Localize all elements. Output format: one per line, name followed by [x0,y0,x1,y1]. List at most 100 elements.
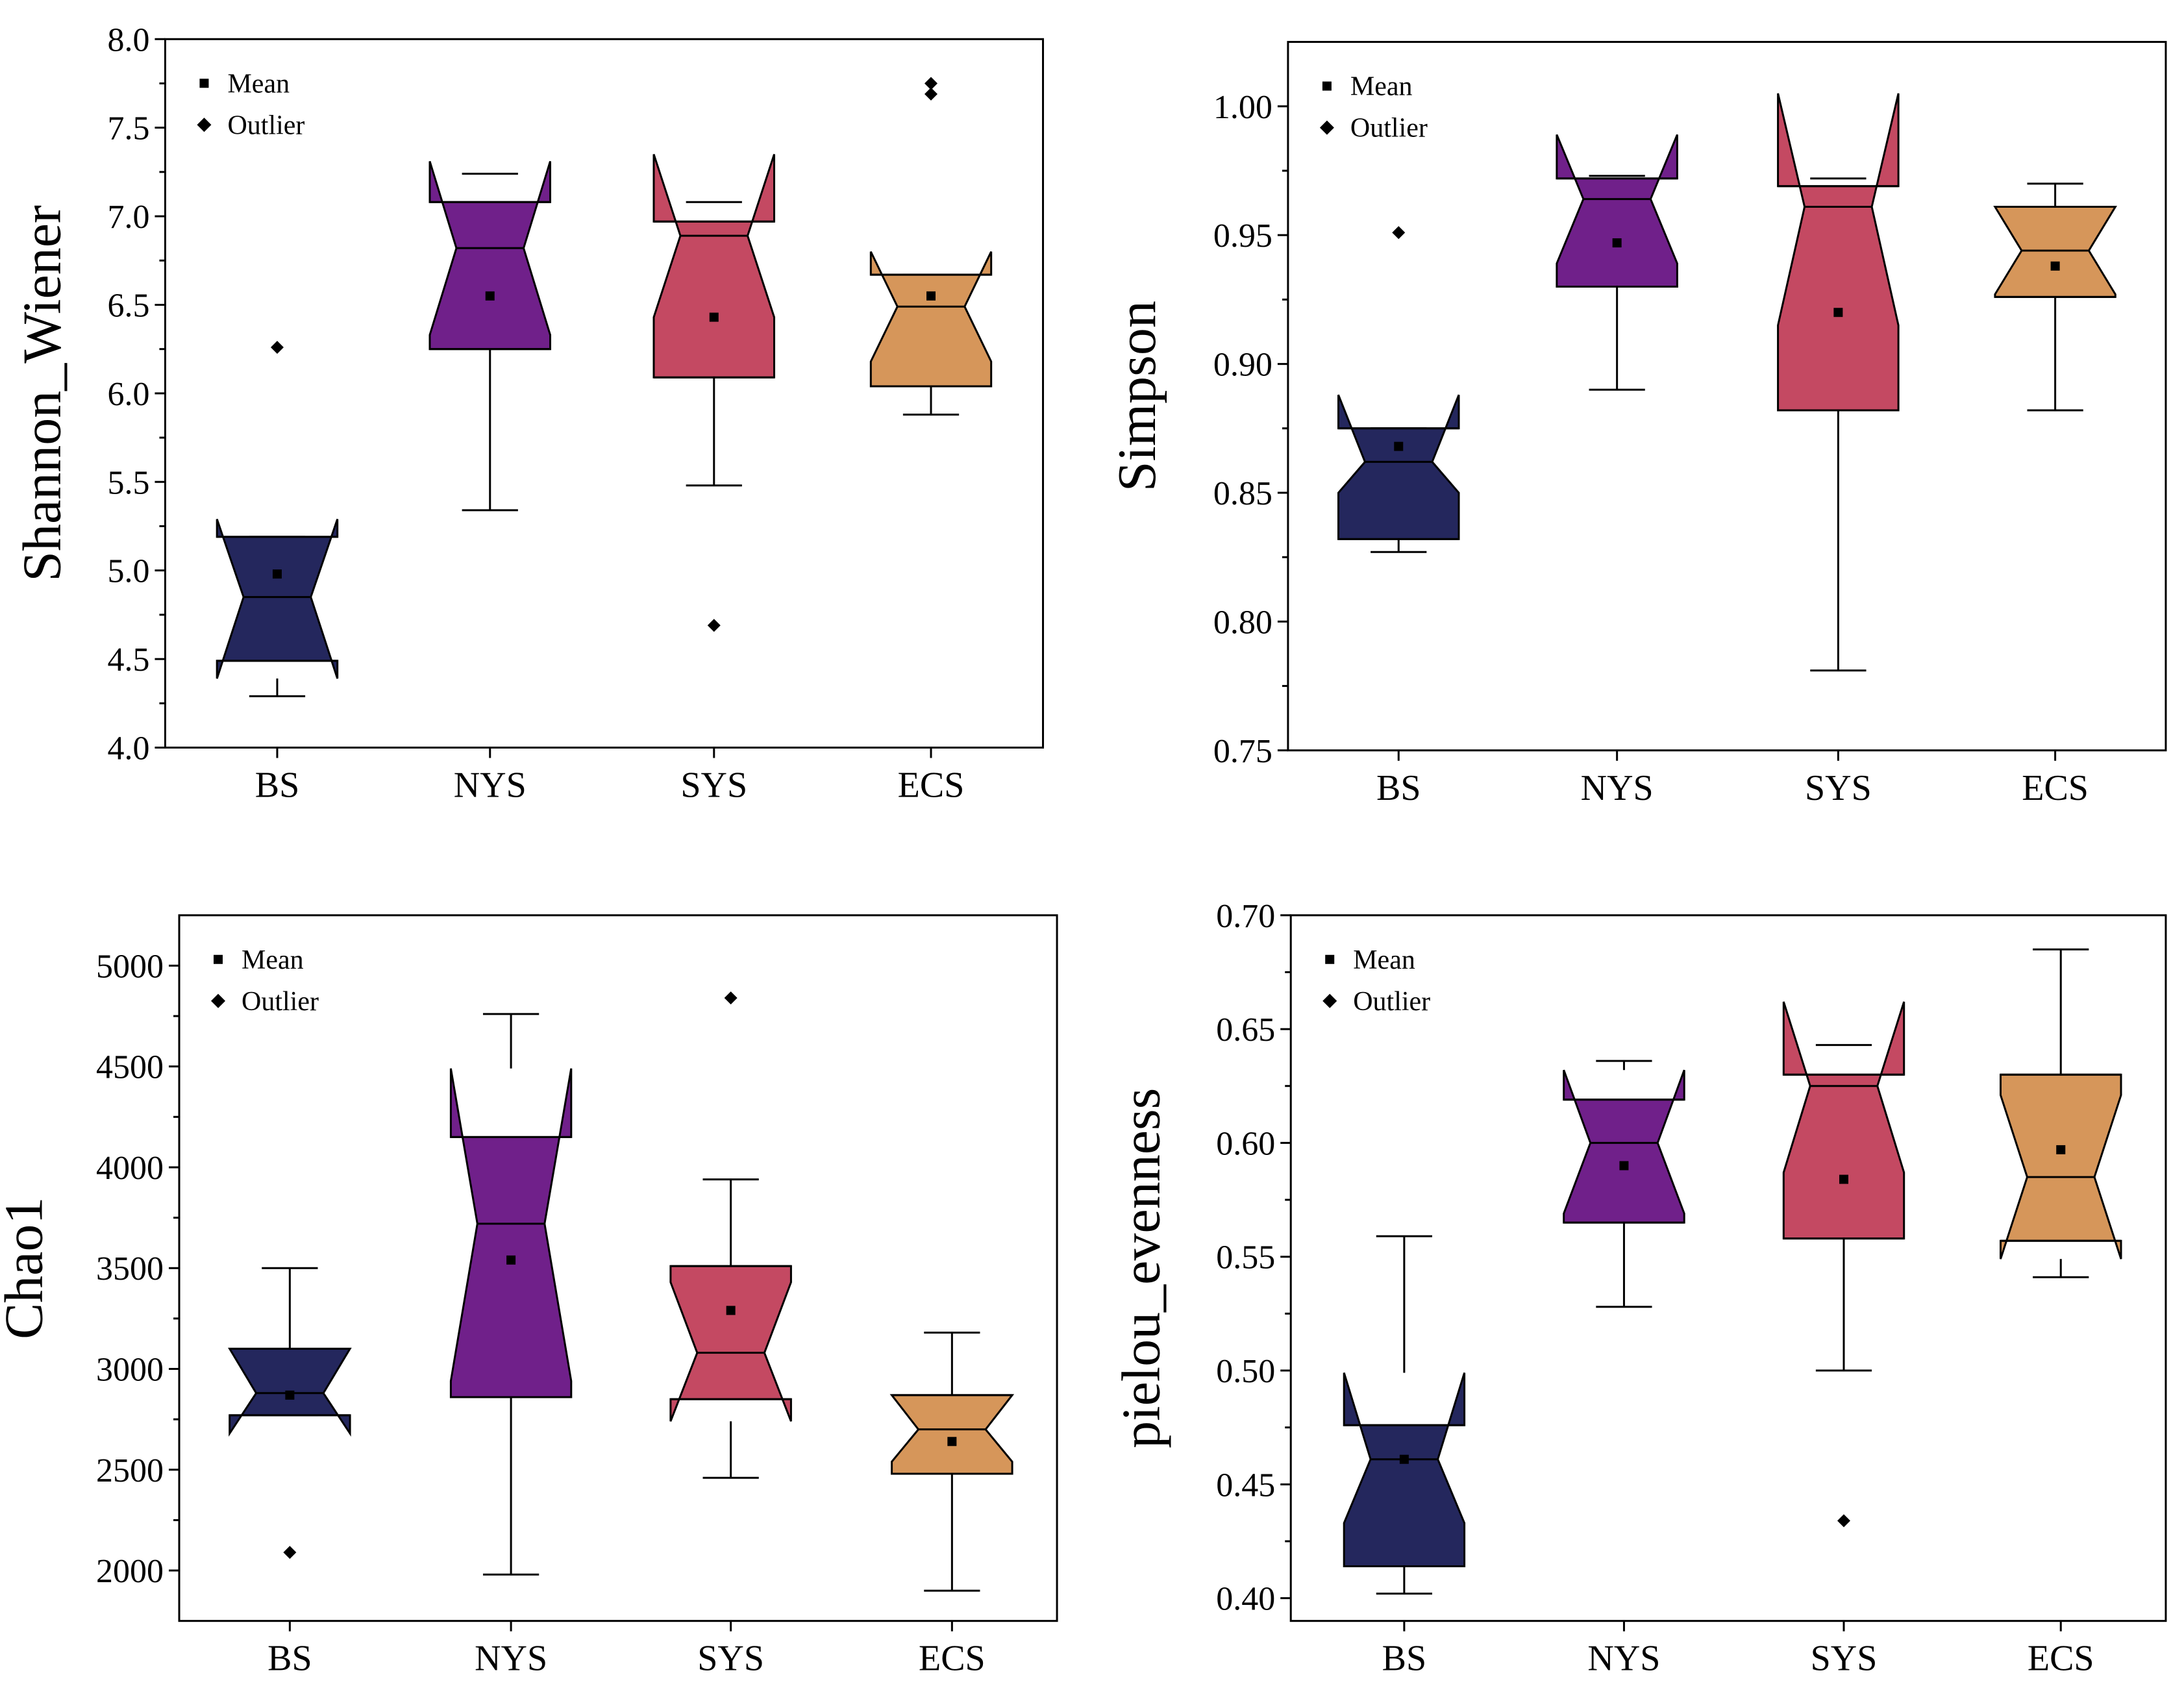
mean-marker [1399,1454,1409,1464]
x-category-label: BS [1382,1639,1427,1679]
y-tick-label: 0.85 [1213,475,1272,512]
outlier-marker [924,77,938,90]
y-tick-label: 5.5 [107,464,149,501]
y-tick-label: 4.5 [107,641,149,678]
x-category-label: ECS [919,1639,986,1679]
y-tick-label: 2500 [96,1452,164,1489]
y-tick-label: 2000 [96,1553,164,1590]
mean-marker [2056,1145,2066,1154]
outlier-marker [283,1546,297,1559]
legend-outlier-marker [1319,120,1334,135]
x-category-label: ECS [898,765,965,805]
y-tick-label: 4000 [96,1150,164,1187]
y-tick-label: 5000 [96,948,164,985]
legend-outlier-label: Outlier [242,987,319,1017]
mean-marker [947,1437,957,1446]
y-axis-title: pielou_evenness [1111,1088,1172,1448]
y-tick-label: 7.0 [107,199,149,236]
legend-outlier-marker [1322,993,1337,1008]
box-nys [449,1068,573,1398]
legend-mean-label: Mean [242,945,304,975]
legend-outlier-label: Outlier [1353,987,1430,1017]
legend-mean-marker [214,954,223,964]
plot-frame [1289,914,2167,1622]
legend-outlier-marker [211,993,226,1008]
mean-marker [506,1255,516,1265]
outlier-marker [724,991,738,1005]
x-category-label: SYS [680,765,747,805]
y-axis-title: Simpson [1107,301,1167,491]
box-nys [1563,1069,1685,1224]
y-tick-label: 0.70 [1216,898,1275,935]
mean-marker [926,291,936,301]
y-axis-title: Chao1 [0,1197,55,1339]
mean-marker [285,1390,295,1400]
x-category-label: ECS [2022,768,2089,808]
x-category-label: SYS [1811,1639,1878,1679]
legend-mean-marker [1322,81,1332,91]
y-tick-label: 0.80 [1213,604,1272,641]
mean-marker [1833,308,1843,317]
y-tick-label: 4.0 [107,730,149,767]
x-category-label: BS [255,765,300,805]
legend-mean-marker [1325,954,1335,964]
outlier-marker [924,87,938,101]
legend-mean-label: Mean [1350,72,1413,102]
box-sys [1782,1001,1905,1240]
outlier-marker [707,619,721,632]
y-tick-label: 5.0 [107,553,149,590]
pielou-evenness-panel: 0.40 0.45 0.50 0.55 0.60 0.65 0.70 pielou_evenn… [1111,898,2167,1679]
plot-frame [1287,41,2167,752]
y-tick-label: 7.5 [107,110,149,147]
y-tick-label: 0.45 [1216,1467,1275,1504]
box-ecs [869,251,993,388]
outlier-marker [1392,226,1406,240]
legend-outlier-label: Outlier [1350,114,1428,143]
y-tick-label: 0.55 [1216,1239,1275,1276]
y-tick-label: 0.50 [1216,1353,1275,1390]
y-tick-label: 8.0 [107,21,149,58]
x-category-label: NYS [454,765,527,805]
mean-marker [1394,441,1404,451]
y-tick-label: 3000 [96,1352,164,1389]
outlier-marker [270,340,284,354]
y-tick-label: 0.95 [1213,217,1272,254]
box-sys [1777,93,1900,412]
mean-marker [1612,238,1622,248]
x-category-label: SYS [1805,768,1872,808]
y-tick-label: 0.65 [1216,1012,1275,1049]
simpson-panel: 0.75 0.80 0.85 0.90 0.95 1.00 Simpson Mean Outli… [1107,41,2167,808]
box-ecs [889,1394,1015,1475]
y-axis-title: Shannon_Wiener [12,205,73,582]
y-tick-label: 0.75 [1213,733,1272,770]
legend-outlier-marker [197,118,212,132]
legend-mean-marker [199,79,209,88]
y-tick-label: 6.5 [107,287,149,324]
y-tick-label: 1.00 [1213,89,1272,126]
y-tick-label: 0.40 [1216,1581,1275,1618]
x-category-label: BS [1376,768,1421,808]
outlier-marker [1837,1514,1850,1528]
y-tick-label: 0.60 [1216,1125,1275,1162]
box-bs [216,519,339,679]
mean-marker [1839,1174,1848,1184]
mean-marker [272,569,282,579]
y-tick-label: 0.90 [1213,347,1272,384]
legend-outlier-label: Outlier [227,110,304,140]
mean-marker [485,291,495,301]
box-ecs [2000,1073,2122,1260]
y-tick-label: 6.0 [107,376,149,413]
x-category-label: ECS [2028,1639,2094,1679]
mean-marker [726,1306,736,1315]
x-category-label: NYS [475,1639,547,1679]
box-sys [652,154,775,379]
chao1-panel: 2000 2500 3000 3500 4000 4500 5000 Chao1 Mean Out… [0,914,1058,1679]
x-category-label: SYS [697,1639,764,1679]
box-nys [1556,134,1678,288]
mean-marker [1619,1161,1629,1171]
x-category-label: BS [267,1639,312,1679]
y-tick-label: 4500 [96,1049,164,1086]
mean-marker [2050,261,2060,271]
box-bs [1343,1372,1466,1567]
